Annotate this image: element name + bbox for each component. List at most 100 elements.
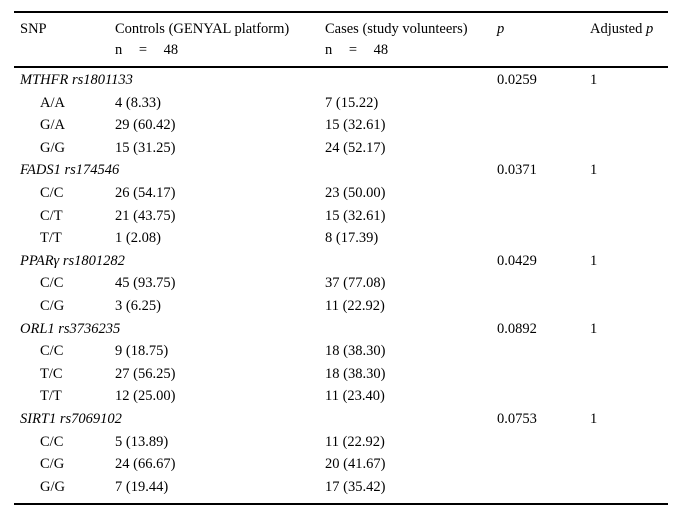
snp-genotype-table: SNP Controls (GENYAL platform) n = 48 Ca… xyxy=(14,11,668,506)
snp-group-row: SIRT1 rs7069102 0.0753 1 xyxy=(14,408,668,431)
empty-adjusted-p-cell xyxy=(590,114,668,137)
empty-adjusted-p-cell xyxy=(590,340,668,363)
genotype-row: C/C 5 (13.89) 11 (22.92) xyxy=(14,431,668,454)
header-snp: SNP xyxy=(20,21,47,37)
cases-count: 18 (38.30) xyxy=(325,365,386,382)
genotype-label: G/A xyxy=(40,117,65,134)
p-value: 0.0259 xyxy=(497,72,537,88)
table-header: SNP Controls (GENYAL platform) n = 48 Ca… xyxy=(14,13,668,68)
empty-p-cell xyxy=(497,476,590,499)
genotype-row: C/G 24 (66.67) 20 (41.67) xyxy=(14,453,668,476)
genotype-row: C/C 9 (18.75) 18 (38.30) xyxy=(14,340,668,363)
genotype-row: G/G 15 (31.25) 24 (52.17) xyxy=(14,137,668,160)
genotype-label: C/C xyxy=(40,343,64,360)
empty-adjusted-p-cell xyxy=(590,476,668,499)
cases-count: 11 (23.40) xyxy=(325,388,385,405)
genotype-row: C/C 26 (54.17) 23 (50.00) xyxy=(14,182,668,205)
controls-count: 1 (2.08) xyxy=(115,230,161,247)
cases-count: 18 (38.30) xyxy=(325,343,386,360)
genotype-row: C/C 45 (93.75) 37 (77.08) xyxy=(14,272,668,295)
cases-count: 37 (77.08) xyxy=(325,275,386,292)
genotype-label: C/T xyxy=(40,207,63,224)
empty-adjusted-p-cell xyxy=(590,205,668,228)
empty-p-cell xyxy=(497,227,590,250)
controls-count: 24 (66.67) xyxy=(115,456,176,473)
snp-group-row: FADS1 rs174546 0.0371 1 xyxy=(14,159,668,182)
genotype-label: C/C xyxy=(40,184,64,201)
cases-count: 8 (17.39) xyxy=(325,230,379,247)
adjusted-p-value: 1 xyxy=(590,162,598,179)
controls-count: 12 (25.00) xyxy=(115,388,176,405)
p-value: 0.0892 xyxy=(497,320,537,337)
empty-p-cell xyxy=(497,272,590,295)
empty-adjusted-p-cell xyxy=(590,385,668,408)
snp-group-row: ORL1 rs3736235 0.0892 1 xyxy=(14,318,668,341)
genotype-label: C/G xyxy=(40,456,65,473)
empty-p-cell xyxy=(497,431,590,454)
controls-count: 5 (13.89) xyxy=(115,433,169,450)
adjusted-p-value: 1 xyxy=(590,252,598,269)
controls-count: 29 (60.42) xyxy=(115,117,176,134)
genotype-label: T/C xyxy=(40,365,63,382)
adjusted-p-value: 1 xyxy=(590,72,598,88)
cases-count: 23 (50.00) xyxy=(325,184,386,201)
empty-p-cell xyxy=(497,137,590,160)
controls-count: 45 (93.75) xyxy=(115,275,176,292)
header-p: p xyxy=(497,21,505,37)
empty-p-cell xyxy=(497,340,590,363)
empty-adjusted-p-cell xyxy=(590,272,668,295)
controls-count: 3 (6.25) xyxy=(115,297,161,314)
empty-p-cell xyxy=(497,114,590,137)
snp-name: SIRT1 rs7069102 xyxy=(20,410,122,427)
adjusted-p-value: 1 xyxy=(590,410,598,427)
controls-count: 7 (19.44) xyxy=(115,478,169,495)
genotype-row: G/G 7 (19.44) 17 (35.42) xyxy=(14,476,668,499)
genotype-row: T/T 12 (25.00) 11 (23.40) xyxy=(14,385,668,408)
controls-count: 15 (31.25) xyxy=(115,139,176,156)
empty-adjusted-p-cell xyxy=(590,295,668,318)
genotype-label: T/T xyxy=(40,388,62,405)
p-value: 0.0371 xyxy=(497,162,537,179)
header-cases-n: n = 48 xyxy=(325,42,389,58)
genotype-label: C/G xyxy=(40,297,65,314)
empty-p-cell xyxy=(497,182,590,205)
empty-p-cell xyxy=(497,363,590,386)
cases-count: 7 (15.22) xyxy=(325,94,379,111)
empty-p-cell xyxy=(497,205,590,228)
snp-name: PPARγ rs1801282 xyxy=(20,252,125,269)
genotype-row: T/C 27 (56.25) 18 (38.30) xyxy=(14,363,668,386)
empty-adjusted-p-cell xyxy=(590,363,668,386)
table-body: MTHFR rs1801133 0.0259 1 A/A 4 (8.33) 7 (15.2… xyxy=(14,68,668,503)
snp-name: MTHFR rs1801133 xyxy=(20,72,133,88)
header-cases-title: Cases (study volunteers) xyxy=(325,21,468,37)
genotype-label: A/A xyxy=(40,94,65,111)
genotype-label: T/T xyxy=(40,230,62,247)
genotype-label: G/G xyxy=(40,139,65,156)
cases-count: 20 (41.67) xyxy=(325,456,386,473)
empty-adjusted-p-cell xyxy=(590,227,668,250)
header-controls: Controls (GENYAL platform) n = 48 xyxy=(115,19,325,61)
empty-p-cell xyxy=(497,385,590,408)
empty-adjusted-p-cell xyxy=(590,453,668,476)
empty-p-cell xyxy=(497,92,590,115)
header-adjusted-p-word: p xyxy=(645,21,654,37)
snp-name: ORL1 rs3736235 xyxy=(20,320,121,337)
controls-count: 9 (18.75) xyxy=(115,343,169,360)
cases-count: 11 (22.92) xyxy=(325,433,385,450)
genotype-row: G/A 29 (60.42) 15 (32.61) xyxy=(14,114,668,137)
snp-name: FADS1 rs174546 xyxy=(20,162,120,179)
genotype-label: C/C xyxy=(40,275,64,292)
empty-p-cell xyxy=(497,453,590,476)
snp-group-row: MTHFR rs1801133 0.0259 1 xyxy=(14,69,668,92)
empty-adjusted-p-cell xyxy=(590,182,668,205)
empty-p-cell xyxy=(497,295,590,318)
header-adjusted-p: Adjusted p xyxy=(590,19,668,61)
cases-count: 15 (32.61) xyxy=(325,117,386,134)
p-value: 0.0429 xyxy=(497,252,537,269)
genotype-label: C/C xyxy=(40,433,64,450)
header-adjusted-word: Adjusted xyxy=(590,21,643,37)
snp-group-row: PPARγ rs1801282 0.0429 1 xyxy=(14,250,668,273)
empty-adjusted-p-cell xyxy=(590,92,668,115)
cases-count: 15 (32.61) xyxy=(325,207,386,224)
genotype-row: T/T 1 (2.08) 8 (17.39) xyxy=(14,227,668,250)
